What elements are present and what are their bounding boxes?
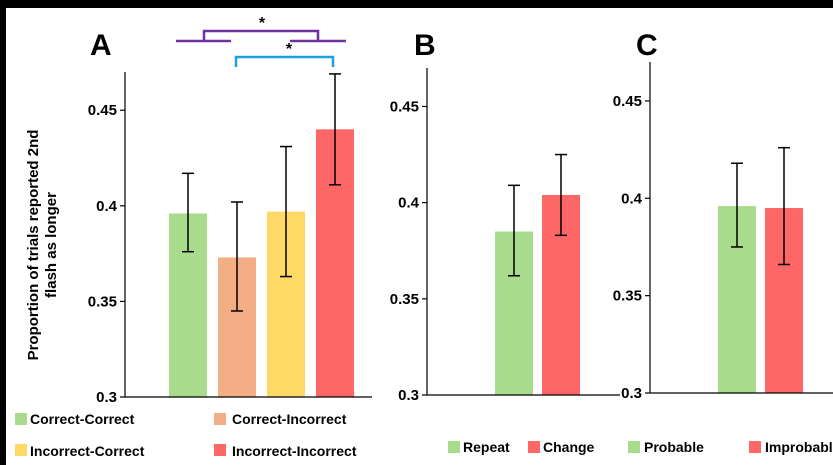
legend-swatch-probable bbox=[628, 441, 640, 453]
legend-swatch-correct-correct bbox=[15, 413, 27, 425]
legend-label-correct-incorrect: Correct-Incorrect bbox=[232, 411, 347, 427]
panel-letter-c: C bbox=[636, 29, 658, 62]
legend-label-change: Change bbox=[543, 439, 595, 455]
panel-c-y-tick-label-1: 0.3 bbox=[621, 385, 642, 402]
panel-a-y-tick-label-1: 0.3 bbox=[96, 389, 117, 406]
panel-a-significance-marker-2: * bbox=[286, 41, 293, 58]
legend-swatch-change bbox=[528, 441, 540, 453]
panel-b-y-tick-label-1: 0.3 bbox=[398, 387, 419, 404]
y-axis-title-line1: Proportion of trials reported 2nd bbox=[25, 130, 42, 361]
legend-swatch-repeat bbox=[448, 441, 460, 453]
legend-swatch-correct-incorrect bbox=[214, 413, 226, 425]
panel-c-y-tick-label-2: 0.35 bbox=[613, 288, 642, 305]
panel-a-y-tick-label-2: 0.35 bbox=[88, 293, 117, 310]
panel-b-y-tick-label-2: 0.35 bbox=[390, 291, 419, 308]
legend-label-repeat: Repeat bbox=[463, 439, 510, 455]
panel-letter-b: B bbox=[414, 29, 436, 62]
legend-label-improbable: Improbable bbox=[765, 439, 833, 455]
panel-a-significance-marker-1: * bbox=[259, 15, 266, 32]
legend-swatch-improbable bbox=[749, 441, 761, 453]
panel-a-y-tick-label-4: 0.45 bbox=[88, 102, 117, 119]
legend-label-correct-correct: Correct-Correct bbox=[30, 411, 135, 427]
legend-label-incorrect-incorrect: Incorrect-Incorrect bbox=[232, 443, 357, 459]
legend-label-probable: Probable bbox=[644, 439, 704, 455]
y-axis-title-line2: flash as longer bbox=[43, 192, 60, 298]
panel-letter-a: A bbox=[90, 29, 112, 62]
panel-b-y-tick-label-4: 0.45 bbox=[390, 98, 419, 115]
panel-c-y-tick-label-3: 0.4 bbox=[621, 190, 643, 207]
panel-c-y-tick-label-4: 0.45 bbox=[613, 93, 642, 110]
panel-a-y-tick-label-3: 0.4 bbox=[96, 198, 118, 215]
legend-label-incorrect-correct: Incorrect-Correct bbox=[30, 443, 145, 459]
legend-swatch-incorrect-correct bbox=[15, 444, 27, 456]
panel-b-y-tick-label-3: 0.4 bbox=[398, 195, 420, 212]
legend-swatch-incorrect-incorrect bbox=[214, 444, 226, 456]
